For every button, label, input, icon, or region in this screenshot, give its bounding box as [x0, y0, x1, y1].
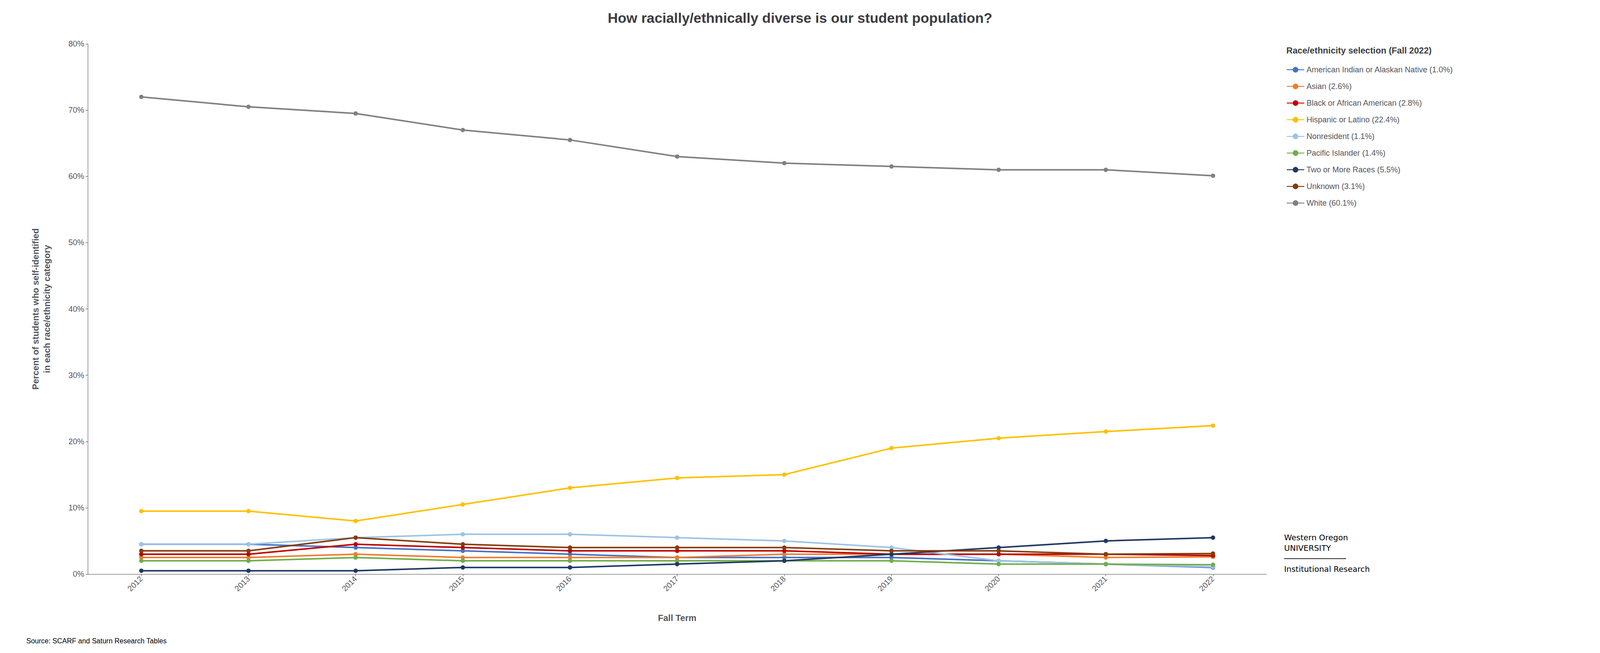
- svg-text:30%: 30%: [68, 371, 85, 380]
- svg-text:2014: 2014: [340, 574, 359, 594]
- svg-text:2012: 2012: [125, 574, 145, 594]
- svg-text:Black or African American (2.8: Black or African American (2.8%): [1306, 98, 1422, 108]
- svg-text:20%: 20%: [68, 437, 85, 447]
- svg-text:Hispanic or Latino (22.4%): Hispanic or Latino (22.4%): [1306, 115, 1400, 125]
- svg-text:in each race/ethnicity categor: in each race/ethnicity category: [42, 244, 52, 373]
- svg-text:UNIVERSITY: UNIVERSITY: [1284, 543, 1332, 553]
- svg-text:70%: 70%: [68, 105, 85, 115]
- svg-text:Asian (2.6%): Asian (2.6%): [1306, 82, 1352, 91]
- svg-text:How racially/ethnically divers: How racially/ethnically diverse is our s…: [607, 10, 993, 26]
- svg-text:2016: 2016: [554, 574, 573, 594]
- svg-text:Western Oregon: Western Oregon: [1284, 533, 1349, 543]
- svg-text:Unknown (3.1%): Unknown (3.1%): [1306, 182, 1365, 191]
- svg-text:Race/ethnicity selection (Fall: Race/ethnicity selection (Fall 2022): [1286, 45, 1432, 56]
- svg-text:Nonresident (1.1%): Nonresident (1.1%): [1306, 132, 1375, 141]
- svg-text:Fall Term: Fall Term: [658, 613, 697, 623]
- svg-text:2021: 2021: [1090, 574, 1109, 594]
- svg-text:2015: 2015: [447, 574, 466, 594]
- svg-text:American Indian or Alaskan Nat: American Indian or Alaskan Native (1.0%): [1306, 65, 1453, 75]
- svg-text:60%: 60%: [68, 171, 85, 181]
- svg-text:Pacific Islander (1.4%): Pacific Islander (1.4%): [1306, 148, 1386, 158]
- svg-text:2018: 2018: [768, 574, 788, 594]
- svg-text:2013: 2013: [232, 574, 252, 594]
- svg-text:10%: 10%: [68, 503, 85, 513]
- svg-text:Two or More Races (5.5%): Two or More Races (5.5%): [1306, 165, 1401, 175]
- svg-text:Percent of students who self-i: Percent of students who self-identified: [30, 228, 41, 391]
- svg-text:Source: SCARF and Saturn Resea: Source: SCARF and Saturn Research Tables: [26, 637, 167, 645]
- svg-text:40%: 40%: [68, 304, 85, 314]
- svg-text:─────────────: ─────────────: [1283, 554, 1347, 564]
- svg-text:0%: 0%: [72, 569, 85, 579]
- svg-text:2017: 2017: [661, 574, 681, 594]
- svg-text:50%: 50%: [68, 238, 85, 247]
- svg-text:White (60.1%): White (60.1%): [1306, 198, 1357, 208]
- svg-text:Institutional Research: Institutional Research: [1284, 564, 1370, 574]
- svg-text:2022: 2022: [1197, 574, 1216, 594]
- svg-text:2019: 2019: [876, 574, 895, 594]
- svg-text:2020: 2020: [983, 574, 1002, 594]
- svg-text:80%: 80%: [68, 39, 85, 49]
